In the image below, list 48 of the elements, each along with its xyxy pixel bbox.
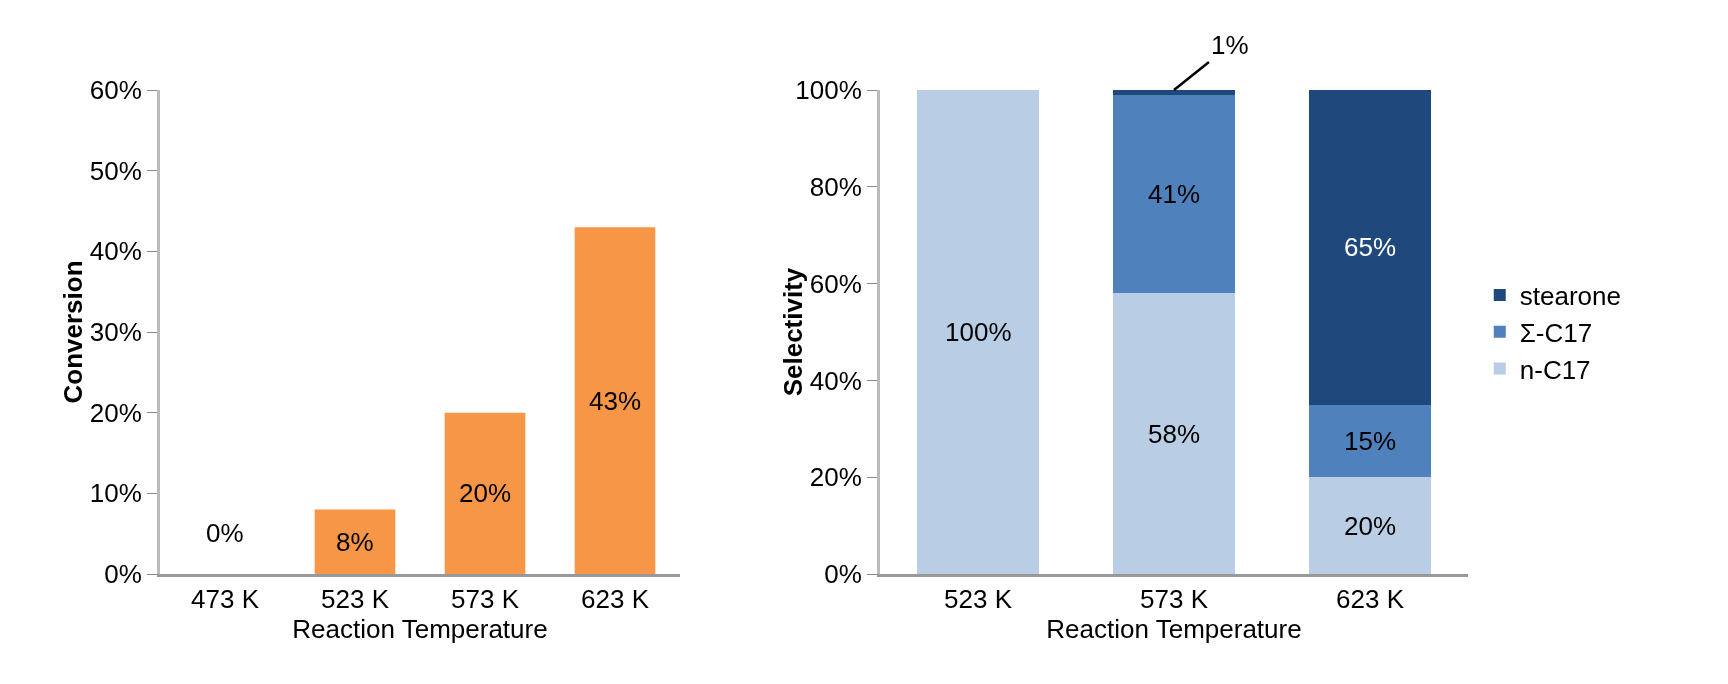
bar: [1309, 404, 1431, 478]
y-tick-label: 30%: [89, 317, 142, 348]
x-tick-label: 623 K: [1336, 584, 1405, 615]
bar: [1309, 90, 1431, 405]
y-tick-label: 0%: [104, 559, 142, 590]
y-axis-title: Conversion: [57, 260, 88, 404]
x-axis-title: Reaction Temperature: [1046, 614, 1302, 645]
data-label: 8%: [336, 527, 374, 557]
y-tick-label: 100%: [795, 75, 862, 106]
bar: [1309, 477, 1431, 574]
y-tick-label: 20%: [89, 397, 142, 428]
data-label: 20%: [459, 478, 512, 508]
y-tick-label: 10%: [89, 478, 142, 509]
bar: [917, 90, 1039, 574]
bar: [314, 509, 396, 574]
bar: [1113, 90, 1235, 95]
data-label: 1%: [1211, 30, 1249, 60]
bar: [444, 412, 526, 574]
data-label: 43%: [589, 386, 642, 416]
y-axis-title: Selectivity: [777, 267, 808, 397]
data-label: 20%: [1344, 511, 1397, 541]
y-tick-label: 40%: [89, 236, 142, 267]
x-tick-label: 573 K: [451, 584, 520, 615]
data-label: 65%: [1344, 232, 1397, 262]
bar: [1113, 293, 1235, 574]
y-tick-label: 0%: [824, 559, 862, 590]
y-tick-label: 20%: [809, 462, 862, 493]
x-tick-label: 523 K: [944, 584, 1013, 615]
x-tick-label: 623 K: [581, 584, 650, 615]
x-tick-label: 473 K: [191, 584, 260, 615]
y-tick-label: 50%: [89, 155, 142, 186]
data-label: 41%: [1148, 179, 1201, 209]
y-tick-label: 60%: [89, 75, 142, 106]
legend-label: n-C17: [1519, 354, 1591, 385]
data-label: 58%: [1148, 419, 1201, 449]
data-label: 15%: [1344, 426, 1397, 456]
legend-label: Σ-C17: [1519, 317, 1593, 348]
data-label: 0%: [206, 518, 244, 548]
y-tick-label: 80%: [809, 171, 862, 202]
x-axis-title: Reaction Temperature: [292, 614, 548, 645]
bar: [1113, 94, 1235, 294]
y-tick-label: 40%: [809, 365, 862, 396]
y-tick-label: 60%: [809, 268, 862, 299]
data-label: 100%: [945, 317, 1012, 347]
legend-label: stearone: [1519, 281, 1621, 312]
x-tick-label: 523 K: [321, 584, 390, 615]
x-tick-label: 573 K: [1140, 584, 1209, 615]
bar: [574, 227, 656, 574]
